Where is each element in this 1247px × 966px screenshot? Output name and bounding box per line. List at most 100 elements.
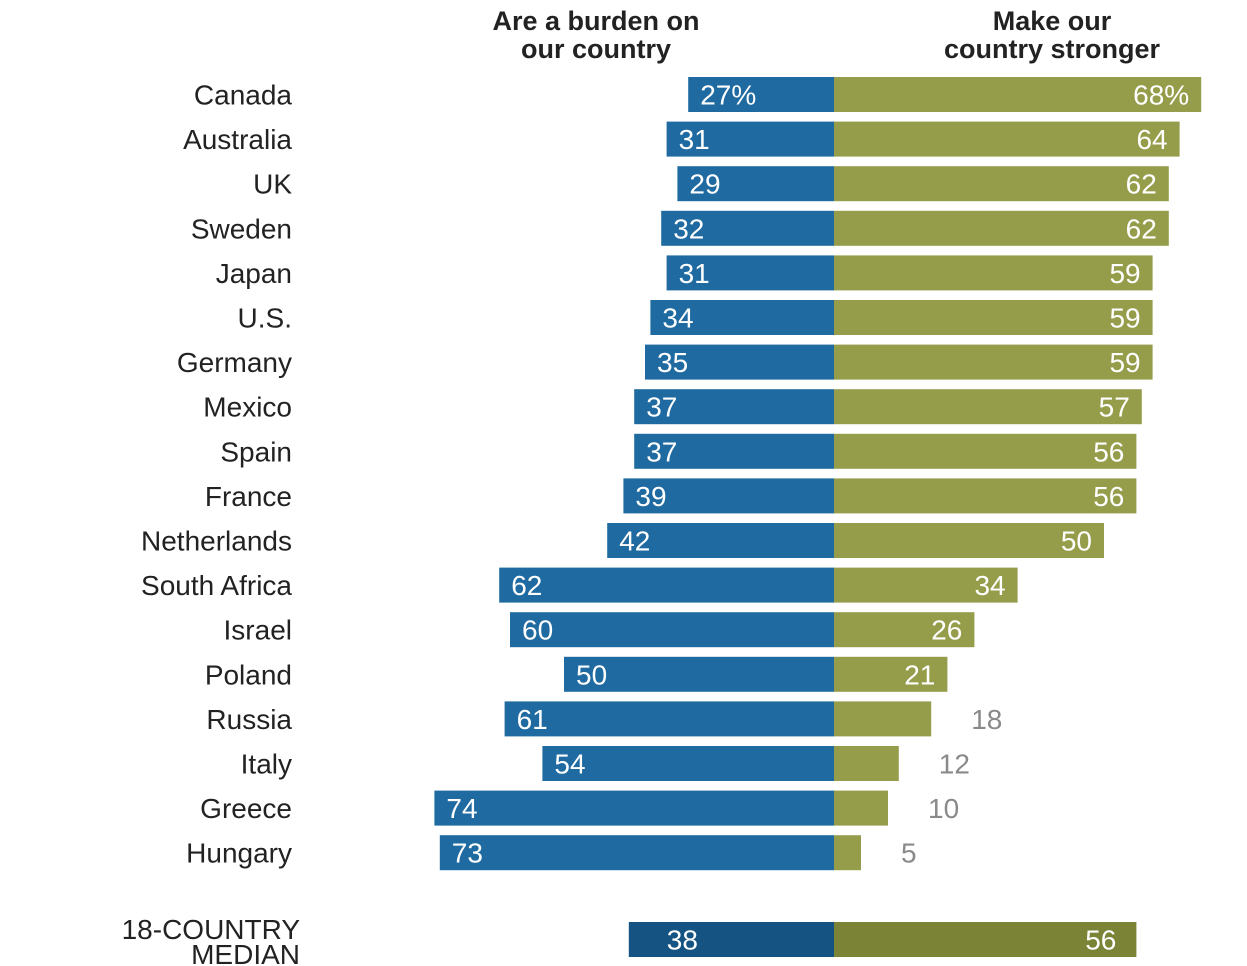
stronger-bar xyxy=(834,656,948,692)
stronger-value-label: 26 xyxy=(931,615,962,646)
country-row: Poland 50 21 xyxy=(205,656,948,692)
burden-value-label: 39 xyxy=(635,481,666,512)
stronger-bar xyxy=(834,77,1202,112)
country-row: Spain 37 56 xyxy=(220,433,1137,469)
burden-bar xyxy=(666,121,834,157)
stronger-value-label: 21 xyxy=(904,659,935,690)
category-label: Sweden xyxy=(191,213,292,244)
median-row: 18-COUNTRY MEDIAN 38 56 xyxy=(122,914,1137,966)
category-label: Mexico xyxy=(203,392,292,423)
burden-bar xyxy=(564,656,834,692)
country-rows: Canada 27% 68% Australia 31 64 UK 29 62 Sweden 32 6… xyxy=(141,77,1202,871)
country-row: Mexico 37 57 xyxy=(203,389,1142,425)
category-label: South Africa xyxy=(141,570,292,601)
burden-bar xyxy=(607,523,834,558)
median-label-line2: MEDIAN xyxy=(191,939,300,966)
burden-header-line2: our country xyxy=(521,34,671,64)
category-label: U.S. xyxy=(238,303,292,334)
country-row: UK 29 62 xyxy=(253,166,1169,202)
stronger-value-label: 56 xyxy=(1093,481,1124,512)
country-row: France 39 56 xyxy=(205,478,1137,514)
burden-value-label: 34 xyxy=(662,303,693,334)
median-burden-value-label: 38 xyxy=(667,925,698,956)
burden-value-label: 50 xyxy=(576,659,607,690)
stronger-bar xyxy=(834,612,975,648)
burden-bar xyxy=(439,835,834,871)
stronger-bar xyxy=(834,121,1180,157)
burden-value-label: 54 xyxy=(554,749,585,780)
stronger-bar xyxy=(834,478,1137,514)
burden-value-label: 73 xyxy=(452,838,483,869)
stronger-header-line1: Make our xyxy=(993,6,1112,36)
burden-value-label: 37 xyxy=(646,436,677,467)
burden-bar xyxy=(650,300,834,335)
stronger-value-label: 5 xyxy=(901,838,917,869)
stronger-value-label: 10 xyxy=(928,793,959,824)
category-label: Hungary xyxy=(186,838,292,869)
burden-bar xyxy=(634,389,834,425)
category-label: Italy xyxy=(241,749,292,780)
category-label: Germany xyxy=(177,347,292,378)
category-label: Russia xyxy=(206,704,292,735)
stronger-value-label: 62 xyxy=(1126,213,1157,244)
category-label: Spain xyxy=(220,436,292,467)
country-row: Canada 27% 68% xyxy=(194,77,1202,112)
stronger-value-label: 59 xyxy=(1109,303,1140,334)
country-row: U.S. 34 59 xyxy=(238,300,1153,335)
median-stronger-value-label: 56 xyxy=(1085,925,1116,956)
burden-bar xyxy=(434,790,834,826)
stronger-bar xyxy=(834,701,932,737)
stronger-bar xyxy=(834,344,1153,380)
burden-value-label: 42 xyxy=(619,526,650,557)
stronger-bar xyxy=(834,567,1018,603)
burden-bar xyxy=(504,701,834,737)
burden-header-line1: Are a burden on xyxy=(492,6,699,36)
burden-bar xyxy=(542,746,834,781)
category-label: France xyxy=(205,481,292,512)
burden-bar xyxy=(499,567,834,603)
burden-bar xyxy=(661,210,834,246)
country-row: Netherlands 42 50 xyxy=(141,523,1104,558)
stronger-bar xyxy=(834,166,1169,202)
stronger-bar xyxy=(834,523,1104,558)
country-row: Russia 61 18 xyxy=(206,701,1002,737)
category-label: Poland xyxy=(205,659,292,690)
category-label: Netherlands xyxy=(141,526,292,557)
stronger-value-label: 68% xyxy=(1133,80,1189,111)
category-label: Japan xyxy=(216,258,292,289)
burden-value-label: 60 xyxy=(522,615,553,646)
stronger-bar xyxy=(834,835,861,871)
category-label: UK xyxy=(253,169,292,200)
category-label: Israel xyxy=(224,615,292,646)
burden-bar xyxy=(688,77,834,112)
stronger-value-label: 62 xyxy=(1126,169,1157,200)
burden-bar xyxy=(645,344,834,380)
stronger-bar xyxy=(834,210,1169,246)
burden-value-label: 62 xyxy=(511,570,542,601)
stronger-header-line2: country stronger xyxy=(944,34,1161,64)
stronger-bar xyxy=(834,433,1137,469)
burden-value-label: 61 xyxy=(517,704,548,735)
median-stronger-bar xyxy=(834,922,1137,957)
stronger-value-label: 59 xyxy=(1109,347,1140,378)
country-row: South Africa 62 34 xyxy=(141,567,1018,603)
country-row: Israel 60 26 xyxy=(224,612,975,648)
country-row: Japan 31 59 xyxy=(216,255,1153,291)
country-row: Hungary 73 5 xyxy=(186,835,917,871)
country-row: Sweden 32 62 xyxy=(191,210,1169,246)
stronger-bar xyxy=(834,746,899,781)
country-row: Italy 54 12 xyxy=(241,746,970,781)
stronger-value-label: 18 xyxy=(971,704,1002,735)
country-row: Germany 35 59 xyxy=(177,344,1153,380)
country-row: Australia 31 64 xyxy=(183,121,1180,157)
stronger-value-label: 50 xyxy=(1061,526,1092,557)
burden-bar xyxy=(666,255,834,291)
category-label: Australia xyxy=(183,124,292,155)
burden-value-label: 32 xyxy=(673,213,704,244)
burden-value-label: 35 xyxy=(657,347,688,378)
burden-bar xyxy=(634,433,834,469)
stronger-bar xyxy=(834,389,1142,425)
burden-bar xyxy=(677,166,834,202)
country-row: Greece 74 10 xyxy=(200,790,959,826)
